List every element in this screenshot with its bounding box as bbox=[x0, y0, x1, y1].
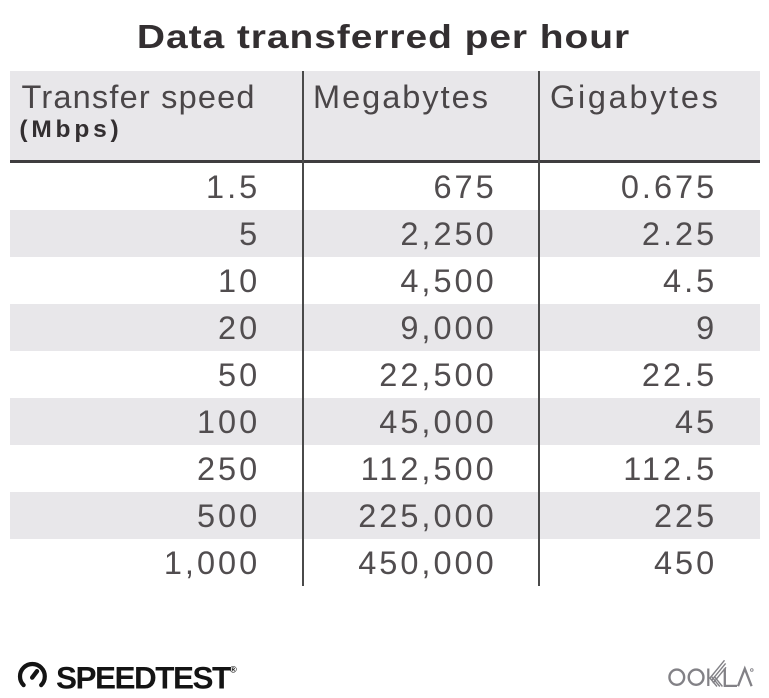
svg-text:®: ® bbox=[230, 664, 237, 675]
svg-text:SPEEDTEST: SPEEDTEST bbox=[56, 659, 231, 695]
